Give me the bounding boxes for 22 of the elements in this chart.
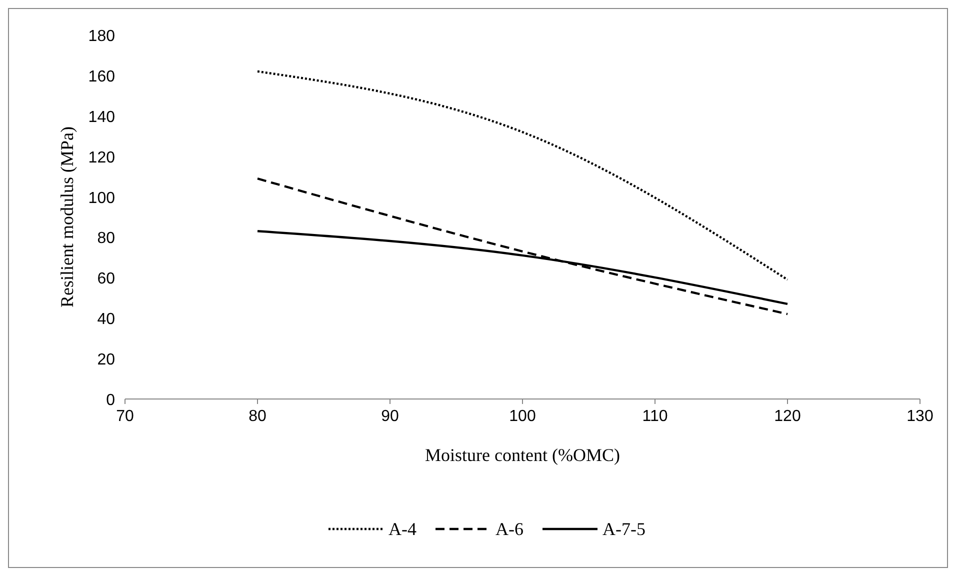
y-tick-label: 120	[88, 149, 116, 166]
x-tick-label: 120	[774, 408, 801, 425]
x-tick-label: 90	[381, 408, 399, 425]
y-tick-label: 80	[97, 230, 116, 248]
y-tick-label: 140	[88, 108, 116, 126]
x-tick-label: 70	[116, 408, 134, 425]
y-tick-label: 20	[97, 352, 116, 369]
x-tick-label: 110	[642, 408, 668, 425]
x-axis-title: Moisture content (%OMC)	[425, 445, 620, 465]
x-tick-label: 130	[906, 408, 934, 425]
legend-label: A-4	[388, 519, 416, 539]
y-tick-label: 40	[97, 311, 116, 328]
legend-label: A-7-5	[602, 519, 646, 539]
x-tick-label: 80	[248, 408, 266, 425]
y-tick-label: 60	[97, 270, 116, 288]
legend-label: A-6	[496, 519, 524, 539]
y-axis-title: Resilient modulus (MPa)	[57, 126, 77, 308]
x-tick-label: 100	[509, 408, 536, 425]
y-tick-label: 0	[106, 392, 116, 409]
y-tick-label: 160	[88, 68, 116, 86]
y-tick-label: 100	[88, 190, 116, 207]
y-tick-label: 180	[88, 28, 116, 45]
